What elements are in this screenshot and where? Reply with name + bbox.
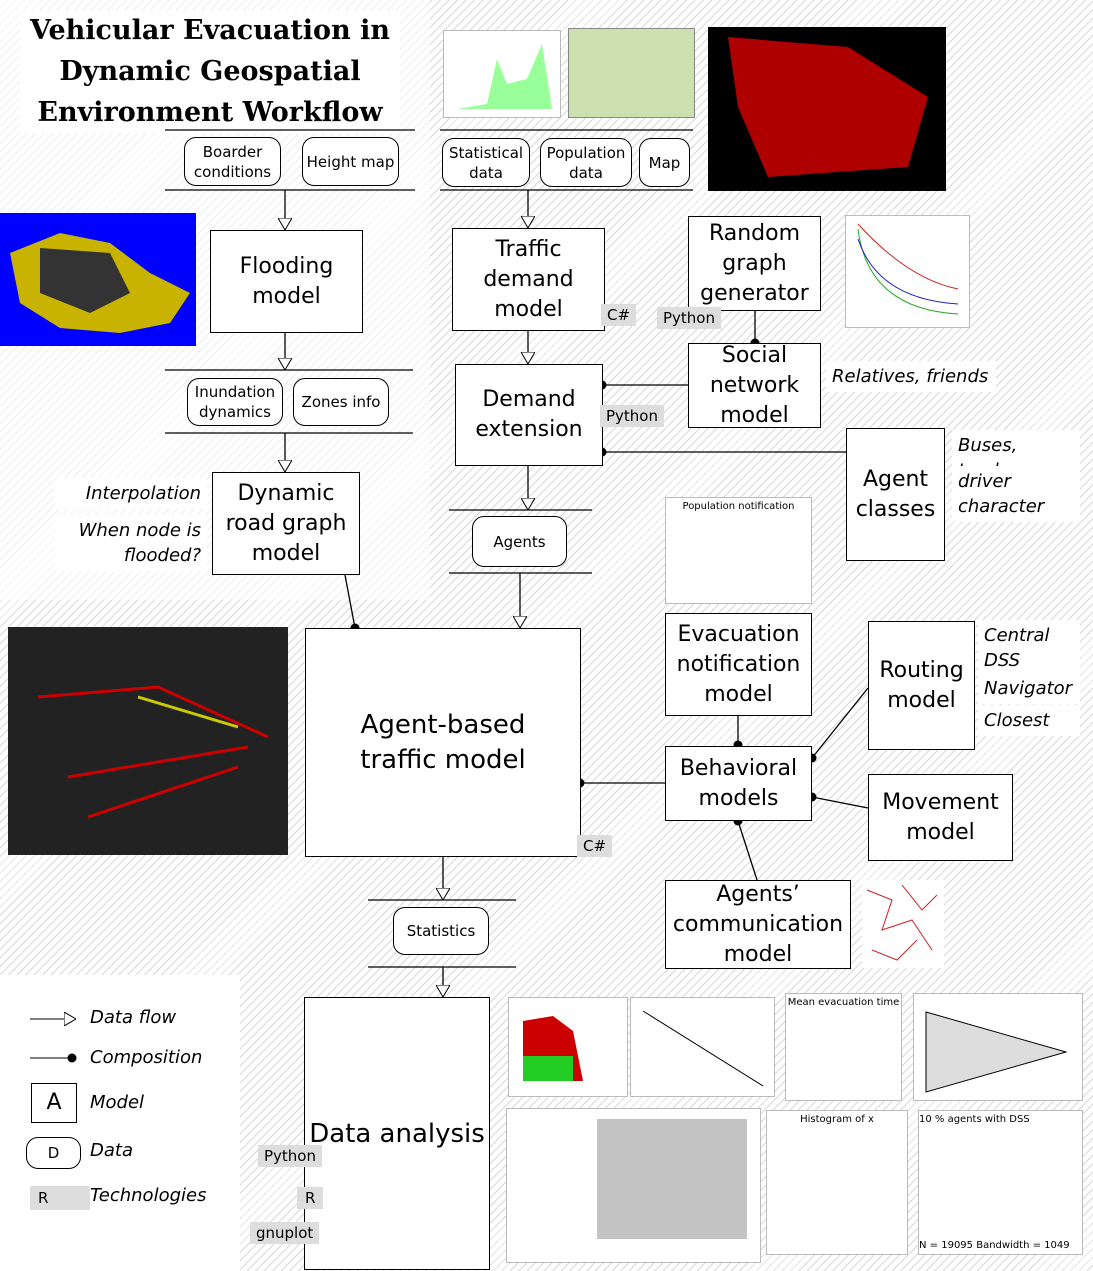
chart-image [913, 993, 1083, 1101]
annotation: Central DSS [978, 620, 1080, 676]
tech-label: C# [577, 835, 613, 857]
legend-label: Model [90, 1092, 145, 1113]
model-box: Dynamic road graph model [212, 472, 360, 575]
data-box: Population data [540, 138, 632, 187]
annotation: driver character [952, 466, 1080, 522]
chart-image [845, 215, 970, 328]
legend-label: Technologies [90, 1185, 207, 1206]
data-box: Height map [302, 137, 399, 186]
tech-label: gnuplot [250, 1222, 320, 1244]
map-image [568, 28, 695, 118]
model-box: Behavioral models [665, 746, 812, 821]
chart-image [443, 30, 561, 118]
annotation: Navigator [978, 673, 1080, 704]
tech-label: C# [601, 304, 637, 326]
network-image [862, 880, 944, 968]
annotation: Relatives, friends [826, 361, 996, 392]
legend-model-glyph: A [31, 1083, 77, 1123]
legend-label: Data flow [90, 1007, 177, 1028]
annotation: When node is flooded? [55, 515, 207, 571]
legend-glyphs [30, 975, 77, 1063]
tech-label: Python [657, 307, 721, 329]
annotation: Interpolation [55, 478, 207, 509]
data-box: Inundation dynamics [187, 378, 283, 426]
data-box: Boarder conditions [184, 137, 281, 186]
model-box: Evacuation notification model [665, 613, 812, 716]
model-box: Data analysis [304, 997, 490, 1270]
model-box: Movement model [868, 774, 1013, 861]
legend-data-glyph: D [26, 1137, 81, 1169]
legend-label: Data [90, 1140, 133, 1161]
tech-label: Python [600, 405, 664, 427]
model-box: Agent-based traffic model [305, 628, 581, 857]
model-box: Agents’ communication model [665, 880, 851, 969]
legend-label: Composition [90, 1047, 203, 1068]
data-box: Map [639, 138, 690, 187]
road-map-image [8, 627, 288, 855]
model-box: Social network model [688, 343, 821, 428]
annotation: Closest [978, 705, 1080, 736]
chart-image [630, 997, 775, 1097]
model-box: Routing model [868, 621, 975, 750]
tech-label: Python [258, 1145, 322, 1167]
data-box: Zones info [293, 378, 389, 426]
model-box: Agent classes [846, 428, 945, 561]
chart-caption: N = 19095 Bandwidth = 1049 [919, 1240, 1070, 1251]
title: Vehicular Evacuation in Dynamic Geospati… [20, 10, 400, 133]
flood-image [0, 213, 196, 346]
density-chart: 10 % agents with DSS N = 19095 Bandwidth … [918, 1110, 1083, 1255]
evacuation-chart: Mean evacuation time [785, 993, 902, 1101]
notification-chart: Population notification [665, 497, 812, 604]
legend-tech-glyph: R [30, 1186, 90, 1210]
data-box: Statistics [393, 907, 489, 955]
model-box: Random graph generator [688, 216, 821, 311]
scatter-image [506, 1108, 761, 1263]
red-map-image [708, 27, 946, 191]
model-box: Flooding model [210, 230, 363, 333]
data-box: Statistical data [442, 138, 530, 187]
model-box: Traffic demand model [452, 228, 605, 331]
histogram-chart: Histogram of x [766, 1110, 908, 1255]
chart-title: 10 % agents with DSS [919, 1114, 1030, 1125]
model-box: Demand extension [455, 364, 603, 466]
tech-label: R [297, 1187, 324, 1209]
chart-image [508, 997, 628, 1097]
legend [0, 975, 240, 1271]
data-box: Agents [472, 516, 567, 567]
